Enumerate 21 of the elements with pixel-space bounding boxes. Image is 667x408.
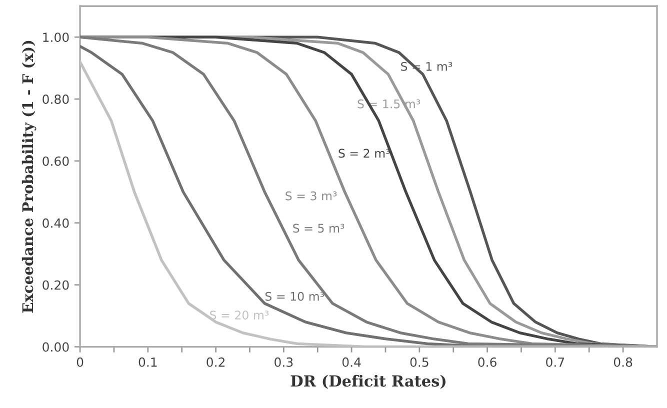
- y-tick-label: 0.00: [42, 342, 69, 352]
- series-label: S = 2 m³: [338, 148, 390, 158]
- y-axis-title: Exceedance Probability (1 - F (x)): [22, 40, 36, 313]
- y-tick-label: 0.80: [42, 94, 69, 104]
- series-label: S = 10 m³: [265, 292, 324, 301]
- series-label: S = 5 m³: [293, 224, 344, 233]
- x-tick-label: 0.7: [546, 357, 564, 367]
- y-tick-label: 0.60: [42, 156, 69, 166]
- x-tick-label: 0: [76, 357, 84, 367]
- y-tick-label: 1.00: [43, 32, 69, 42]
- x-tick-label: 0.4: [342, 357, 361, 367]
- y-tick-label: 0.20: [42, 280, 69, 290]
- x-tick-label: 0.2: [206, 357, 224, 367]
- series-label: S = 3 m³: [286, 191, 337, 200]
- y-tick-label: 0.40: [42, 218, 69, 228]
- x-axis-title: DR (Deficit Rates): [290, 374, 446, 389]
- x-tick-label: 0.6: [478, 357, 496, 367]
- x-tick-label: 0.3: [274, 357, 293, 367]
- x-tick-label: 0.1: [138, 357, 157, 367]
- x-tick-label: 0.5: [410, 357, 428, 367]
- x-tick-label: 0.8: [614, 357, 632, 367]
